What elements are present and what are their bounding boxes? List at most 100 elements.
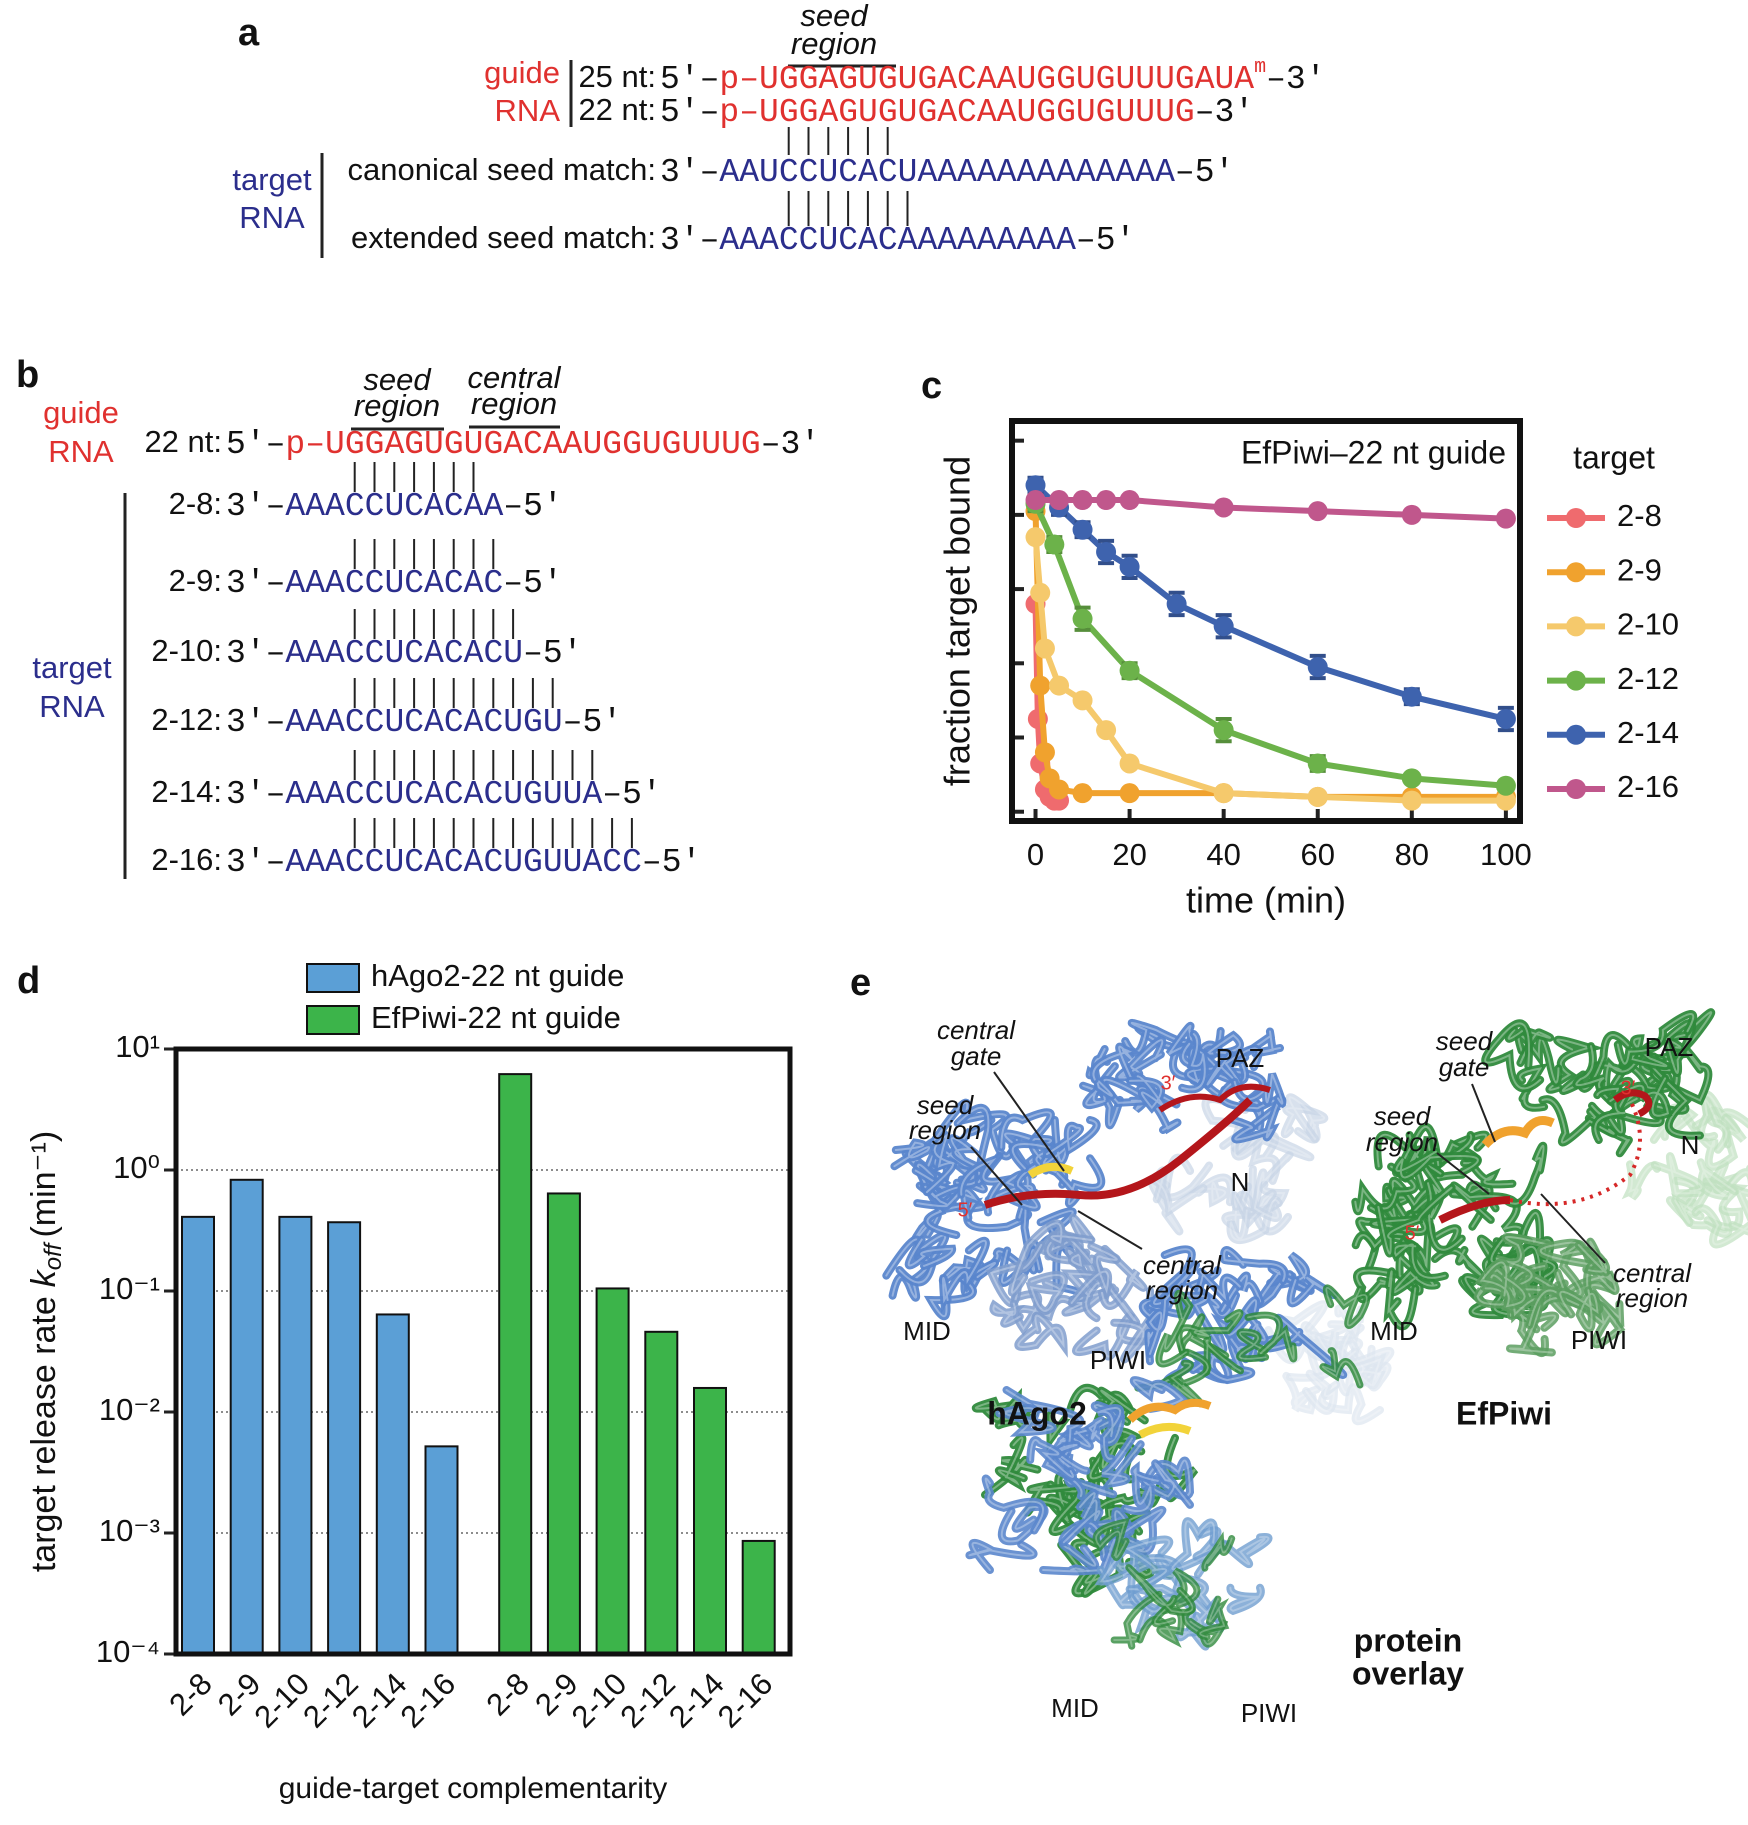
protein-tube-edge bbox=[1127, 1566, 1194, 1614]
point bbox=[1030, 582, 1051, 603]
protein-tube bbox=[1481, 1019, 1545, 1093]
label: PAZ bbox=[1216, 1043, 1265, 1073]
sequence-prefix: 5′– bbox=[660, 94, 719, 131]
label: MID bbox=[903, 1316, 951, 1346]
point bbox=[1072, 783, 1093, 804]
protein-tube-edge bbox=[1042, 1538, 1116, 1573]
sequence-seq: p–UGGAGUGUGACAAUGGUGUUUG bbox=[285, 426, 760, 463]
protein-tube bbox=[1046, 1383, 1106, 1452]
y-axis-label-unit: (min⁻¹) bbox=[25, 1131, 63, 1238]
seed-label: region bbox=[354, 388, 440, 423]
panel-label: e bbox=[850, 962, 871, 1004]
point bbox=[1166, 593, 1187, 614]
label: PAZ bbox=[1645, 1032, 1694, 1062]
protein-tube bbox=[981, 1474, 1047, 1535]
protein-tube bbox=[1613, 1010, 1698, 1068]
protein-tube-edge bbox=[1305, 1372, 1335, 1412]
structures bbox=[882, 1008, 1748, 1651]
protein-tube-edge bbox=[1101, 1247, 1145, 1307]
protein-tube bbox=[947, 1134, 1004, 1186]
sequence: 3′–AAACCUCACACUGUUA–5′ bbox=[226, 776, 662, 813]
protein-tube bbox=[1374, 1183, 1456, 1258]
bar bbox=[181, 1215, 215, 1655]
sequence-prefix: 3′– bbox=[226, 488, 285, 525]
bar bbox=[498, 1073, 533, 1655]
legend-label: 2-12 bbox=[1617, 661, 1679, 696]
sequence-suffix: –5′ bbox=[1076, 222, 1135, 259]
protein-tube bbox=[1302, 1369, 1339, 1415]
label: region bbox=[909, 1115, 981, 1145]
protein-tube-edge bbox=[1113, 1593, 1160, 1648]
sequence-label: 2-12: bbox=[151, 702, 222, 737]
sequence-label: 22 nt: bbox=[144, 424, 222, 459]
point bbox=[1034, 742, 1055, 763]
protein-tube-edge bbox=[960, 1158, 1004, 1214]
protein-tube-edge bbox=[1154, 1569, 1198, 1625]
x-tick-label: 40 bbox=[1206, 837, 1240, 872]
protein-tube-edge bbox=[1199, 1598, 1226, 1638]
guide-label: guide bbox=[43, 395, 119, 430]
label: PIWI bbox=[1241, 1698, 1297, 1728]
protein-tube bbox=[1591, 1084, 1626, 1144]
protein-tube bbox=[1230, 1117, 1315, 1162]
label: seed bbox=[1374, 1101, 1432, 1131]
protein-tube-edge bbox=[997, 1436, 1025, 1486]
sequence-seq: AAACCUCACAA bbox=[285, 488, 503, 525]
label: 3′ bbox=[1161, 1072, 1176, 1094]
point bbox=[1495, 708, 1516, 729]
protein-tube-edge bbox=[1229, 1586, 1262, 1612]
point bbox=[1030, 675, 1051, 696]
protein-tube bbox=[1487, 1262, 1549, 1320]
sequence-suffix: –5′ bbox=[563, 704, 622, 741]
protein-tube-edge bbox=[1668, 1199, 1730, 1235]
sequence-prefix: 3′– bbox=[660, 222, 719, 259]
protein-tube-edge bbox=[1074, 1312, 1151, 1358]
protein-tube bbox=[1227, 1092, 1284, 1144]
label: region bbox=[1146, 1275, 1218, 1305]
protein-tube-edge bbox=[1616, 1013, 1695, 1065]
rna-strand bbox=[983, 1097, 1253, 1209]
protein-tube-edge bbox=[1694, 1207, 1748, 1246]
bar bbox=[278, 1215, 313, 1655]
protein-tube bbox=[1125, 1564, 1196, 1616]
protein-tube bbox=[1226, 1196, 1283, 1244]
protein-tube bbox=[1098, 1244, 1148, 1310]
protein-tube bbox=[1007, 1219, 1096, 1297]
structure-name: overlay bbox=[1352, 1655, 1464, 1691]
protein-tube-edge bbox=[1181, 1033, 1206, 1091]
label: 5′ bbox=[958, 1199, 973, 1221]
protein-tube-edge bbox=[1354, 1165, 1416, 1213]
protein-tube-edge bbox=[1484, 1022, 1542, 1090]
bar bbox=[229, 1178, 264, 1655]
target-label: RNA bbox=[39, 689, 105, 724]
protein-tube bbox=[989, 1299, 1026, 1328]
bar bbox=[546, 1192, 581, 1656]
label: 5′ bbox=[1405, 1222, 1420, 1244]
sequence-suffix: –5′ bbox=[503, 565, 562, 602]
point bbox=[1307, 657, 1328, 678]
point bbox=[1401, 686, 1422, 707]
sequence-prefix: 5′– bbox=[226, 426, 285, 463]
legend-swatch bbox=[306, 963, 360, 993]
protein-tube-edge bbox=[1559, 1289, 1599, 1330]
point bbox=[1072, 519, 1093, 540]
protein-tube bbox=[890, 1138, 934, 1171]
protein-tube bbox=[1099, 1075, 1181, 1109]
bar bbox=[693, 1386, 727, 1656]
protein-tube bbox=[1071, 1310, 1154, 1361]
sequence-seq: p–UGGAGUGUGACAAUGGUGUUUGAUA bbox=[719, 61, 1254, 98]
sequence-label: 2-14: bbox=[151, 774, 222, 809]
point bbox=[1049, 675, 1070, 696]
protein-tube-edge bbox=[1158, 1292, 1191, 1365]
protein-tube-edge bbox=[1132, 1379, 1184, 1410]
point bbox=[1049, 490, 1070, 511]
point bbox=[1401, 768, 1422, 789]
rna-strand bbox=[1158, 1083, 1271, 1113]
sequence-label: 2-9: bbox=[169, 563, 222, 598]
y-axis-label: fraction target bound bbox=[937, 456, 978, 786]
label: region bbox=[1616, 1283, 1688, 1313]
legend-label: 2-16 bbox=[1617, 769, 1679, 804]
leader-line bbox=[1077, 1210, 1143, 1250]
legend-label: 2-8 bbox=[1617, 498, 1662, 533]
